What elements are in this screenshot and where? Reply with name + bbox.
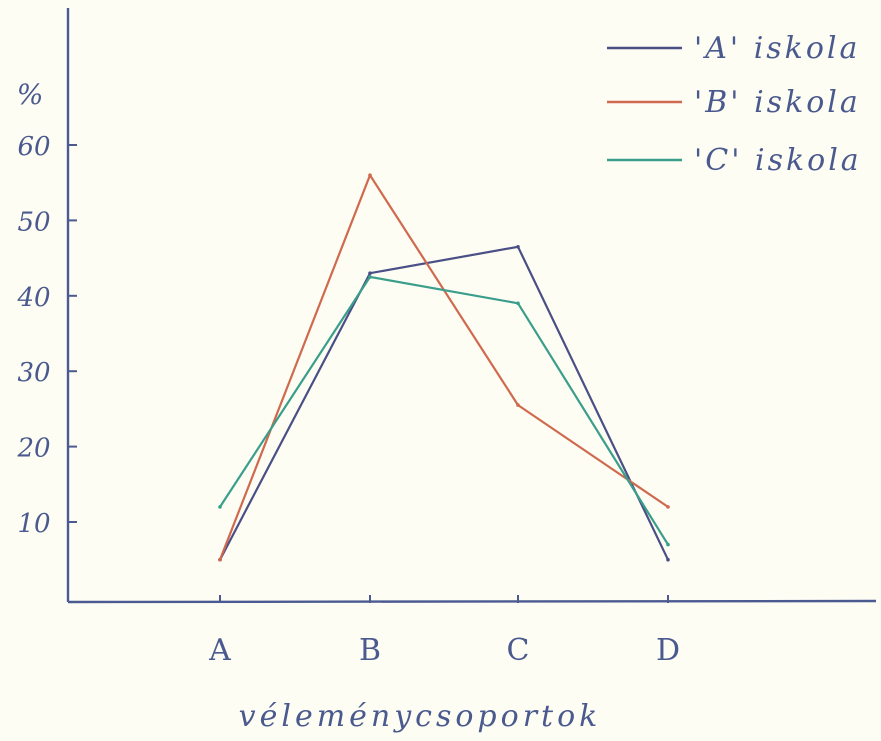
y-tick-label: 60 — [17, 132, 50, 162]
x-axis-title: véleménycsoportok — [239, 699, 602, 734]
data-point — [368, 271, 372, 276]
data-point — [368, 275, 372, 279]
y-tick-label: 20 — [16, 434, 50, 464]
y-ticks: 10 20 30 40 50 60 — [16, 132, 77, 539]
x-ticks: A B C D — [208, 595, 680, 668]
axes — [66, 8, 877, 604]
data-point — [218, 505, 222, 509]
y-tick-label: 10 — [17, 509, 50, 539]
x-tick-label: B — [359, 633, 381, 668]
legend-label: 'C' iskola — [694, 143, 862, 178]
y-tick-label: 30 — [17, 358, 50, 388]
x-tick-label: C — [507, 633, 530, 668]
series-line — [219, 275, 669, 546]
data-point — [516, 403, 520, 407]
y-tick-label: 50 — [17, 207, 50, 237]
data-point — [666, 505, 670, 509]
x-axis — [67, 599, 877, 604]
legend-label: 'A' iskola — [694, 31, 860, 66]
legend-label: 'B' iskola — [694, 85, 861, 120]
data-point — [516, 301, 520, 306]
legend: 'A' iskola 'B' iskola 'C' iskola — [607, 31, 862, 178]
x-tick-label: D — [656, 633, 680, 668]
y-tick-label: 40 — [16, 283, 50, 313]
data-point — [368, 173, 372, 177]
y-axis-label: % — [17, 78, 44, 111]
data-point — [218, 557, 222, 562]
data-point — [666, 542, 670, 547]
x-tick-label: A — [208, 633, 231, 668]
series-group — [218, 173, 670, 562]
series-line — [218, 174, 669, 561]
series-line — [219, 245, 669, 561]
data-point — [666, 557, 670, 562]
data-point — [516, 245, 520, 249]
